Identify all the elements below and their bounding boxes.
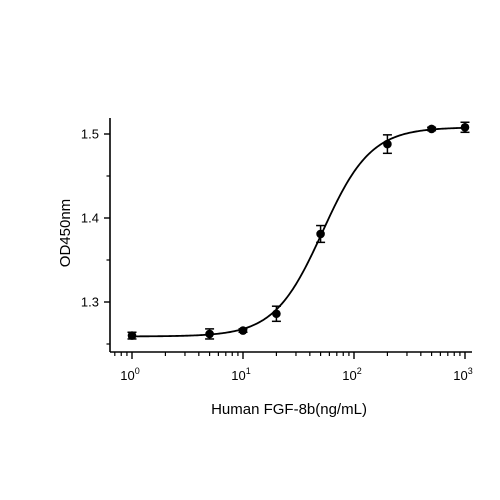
data-point: [205, 329, 214, 339]
data-point: [316, 229, 325, 239]
data-point-group: [316, 224, 326, 244]
data-point-group: [205, 328, 215, 340]
x-tick-label: 102: [342, 366, 361, 383]
data-point-group: [238, 326, 248, 335]
data-point: [272, 309, 281, 319]
y-tick-label: 1.4: [81, 211, 99, 226]
x-axis-title: Human FGF-8b(ng/mL): [211, 401, 367, 418]
data-point-group: [271, 305, 281, 323]
data-point: [427, 124, 436, 134]
x-tick-label: 103: [453, 366, 472, 383]
plot-area: [127, 121, 470, 340]
fit-curve: [132, 126, 466, 338]
data-point-group: [427, 124, 437, 134]
data-point: [127, 331, 137, 340]
data-point: [460, 122, 470, 132]
y-tick-label: 1.5: [81, 127, 99, 142]
data-point-group: [460, 121, 470, 134]
data-point-group: [127, 331, 137, 340]
axes: 1.3 1.4 1.5 100 101 102 103: [81, 118, 473, 383]
data-point: [383, 139, 392, 149]
x-tick-label: 101: [231, 366, 250, 383]
x-tick-label: 100: [120, 366, 139, 383]
y-axis-title: OD450nm: [57, 199, 74, 267]
data-point-group: [382, 134, 392, 155]
y-ticks: 1.3 1.4 1.5: [81, 127, 110, 345]
y-tick-label: 1.3: [81, 295, 99, 310]
x-ticks: 100 101 102 103: [114, 352, 473, 383]
data-point: [238, 326, 248, 335]
